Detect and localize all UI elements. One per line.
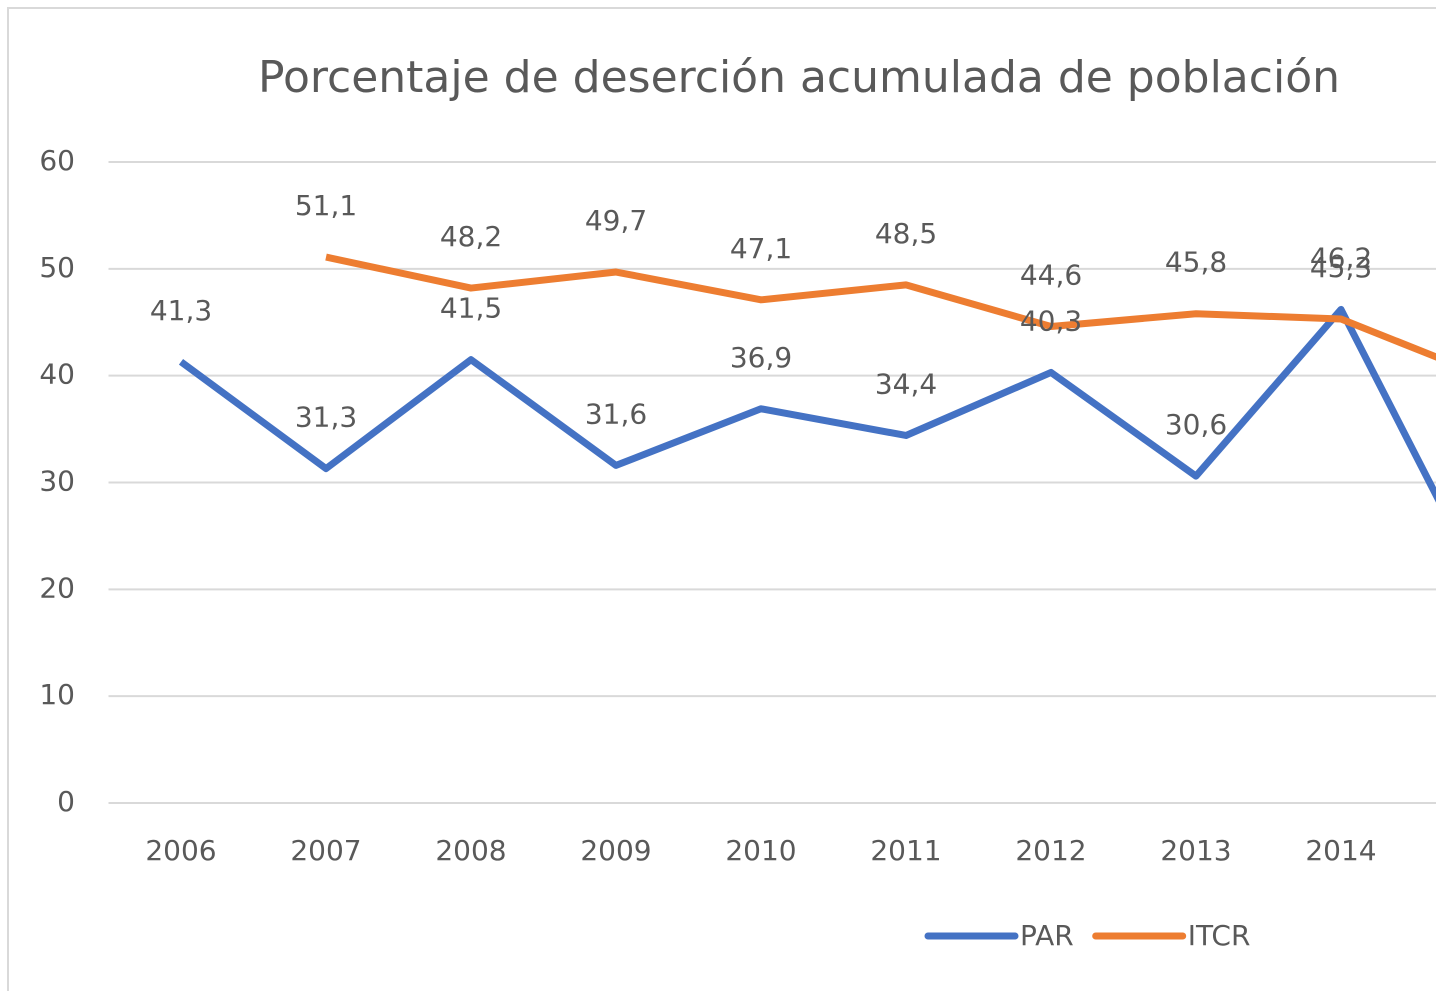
- x-tick-label: 2010: [725, 834, 796, 867]
- x-tick-label: 2008: [435, 834, 506, 867]
- y-tick-label: 0: [57, 785, 75, 818]
- legend-label: ITCR: [1188, 919, 1251, 952]
- data-label: 51,1: [295, 189, 357, 222]
- data-label: 41,3: [150, 294, 212, 327]
- x-tick-label: 2012: [1015, 834, 1086, 867]
- data-label: 41,5: [440, 292, 502, 325]
- data-label: 44,6: [1020, 259, 1082, 292]
- data-label: 48,5: [875, 217, 937, 250]
- y-tick-label: 10: [39, 678, 75, 711]
- data-label: 48,2: [440, 220, 502, 253]
- x-tick-label: 2009: [580, 834, 651, 867]
- legend-label: PAR: [1020, 919, 1074, 952]
- data-label: 30,6: [1165, 408, 1227, 441]
- x-tick-label: 2006: [145, 834, 216, 867]
- data-label: 31,6: [585, 397, 647, 430]
- data-label: 49,7: [585, 204, 647, 237]
- chart-title: Porcentaje de deserción acumulada de pob…: [258, 52, 1340, 103]
- chart-frame: [7, 7, 1436, 991]
- x-tick-label: 2013: [1160, 834, 1231, 867]
- y-tick-label: 50: [39, 251, 75, 284]
- y-tick-label: 30: [39, 465, 75, 498]
- x-tick-label: 2014: [1305, 834, 1376, 867]
- data-label: 46,2: [1310, 241, 1372, 274]
- x-tick-label: 2007: [290, 834, 361, 867]
- data-label: 40,3: [1020, 304, 1082, 337]
- data-label: 36,9: [730, 341, 792, 374]
- data-label: 47,1: [730, 232, 792, 265]
- y-tick-label: 40: [39, 358, 75, 391]
- x-tick-label: 2011: [870, 834, 941, 867]
- y-tick-label: 60: [39, 144, 75, 177]
- data-label: 45,3: [1310, 251, 1372, 284]
- y-tick-label: 20: [39, 571, 75, 604]
- data-label: 34,4: [875, 367, 937, 400]
- series-line: [325, 253, 1436, 361]
- data-label: 31,3: [295, 401, 357, 434]
- series-line: [178, 305, 1436, 503]
- data-label: 45,8: [1165, 246, 1227, 279]
